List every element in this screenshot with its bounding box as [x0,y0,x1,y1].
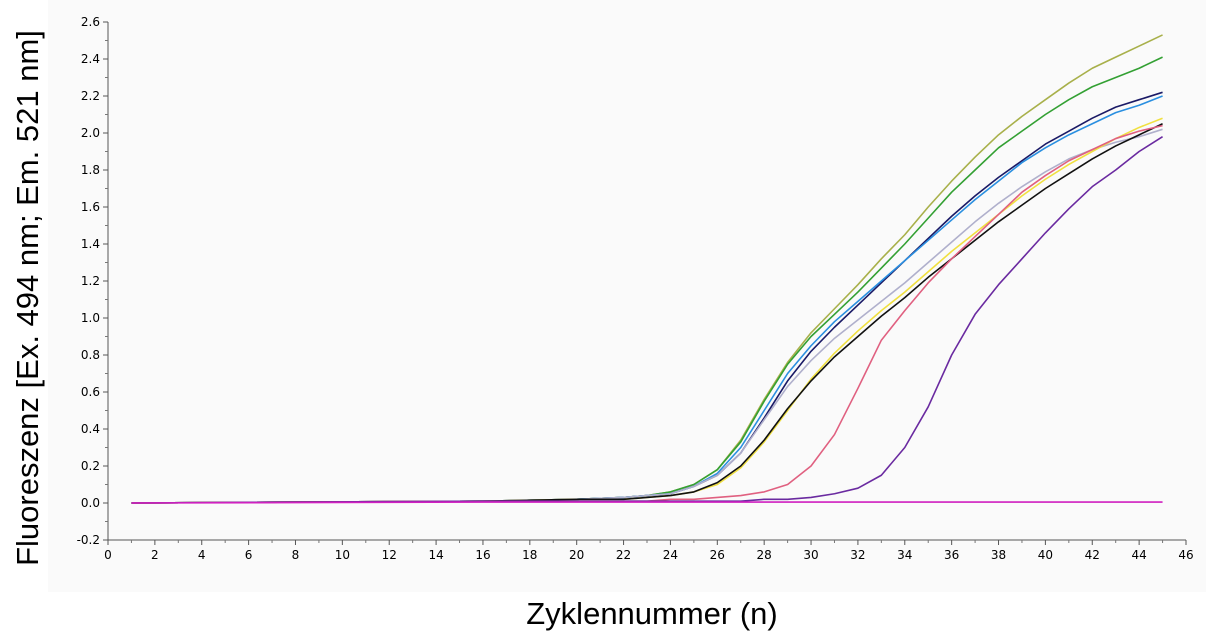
x-tick-label: 28 [757,548,772,562]
y-tick-label: 2.6 [81,15,100,29]
y-tick-label: 0.6 [81,385,100,399]
y-tick-label: 0.0 [81,496,100,510]
x-tick-label: 18 [522,548,537,562]
y-tick-label: 0.8 [81,348,100,362]
x-tick-label: 36 [944,548,959,562]
series-line-7 [131,123,1163,504]
x-tick-label: 44 [1131,548,1146,562]
y-tick-label: 1.6 [81,200,100,214]
x-tick-label: 8 [292,548,300,562]
x-tick-label: 20 [569,548,584,562]
y-tick-label: 1.8 [81,163,100,177]
y-axis-title: Fluoreszenz [Ex. 494 nm; Em. 521 nm] [10,30,45,566]
y-tick-label: 0.2 [81,459,100,473]
y-tick-label: 1.0 [81,311,100,325]
series-line-5 [131,128,1163,504]
x-axis-title: Zyklennummer (n) [526,596,778,631]
x-ticks: 0 2 4 6 8 10 12 14 16 18 20 22 24 26 28 30 32 34 36 38 40 42 4… [104,540,1194,562]
x-tick-label: 4 [198,548,206,562]
y-tick-label: 2.2 [81,89,100,103]
x-tick-label: 34 [897,548,912,562]
y-tick-label: 2.0 [81,126,100,140]
x-tick-label: 22 [616,548,631,562]
y-tick-label: 1.2 [81,274,100,288]
y-tick-label: 2.4 [81,52,100,66]
plot-background [48,0,1206,592]
x-tick-label: 40 [1038,548,1053,562]
series-line-10 [131,501,1163,504]
y-ticks: -0.2 0.0 0.2 0.4 0.6 0.8 1.0 1.2 1.4 1.6 1.8 2.0 2.2… [77,15,108,547]
x-tick-label: 32 [850,548,865,562]
x-tick-label: 0 [104,548,112,562]
x-tick-label: 2 [151,548,159,562]
x-tick-label: 12 [382,548,397,562]
x-tick-label: 14 [428,548,443,562]
x-tick-label: 30 [803,548,818,562]
y-tick-label: -0.2 [77,533,100,547]
x-tick-label: 16 [475,548,490,562]
x-tick-label: 42 [1085,548,1100,562]
series-line-9 [131,136,1163,504]
x-tick-label: 24 [663,548,678,562]
plot-area [48,0,1206,592]
x-tick-label: 46 [1178,548,1193,562]
x-tick-label: 26 [710,548,725,562]
x-tick-label: 38 [991,548,1006,562]
series-layer [131,34,1163,504]
x-tick-label: 10 [335,548,350,562]
y-tick-label: 1.4 [81,237,100,251]
y-tick-label: 0.4 [81,422,100,436]
x-tick-label: 6 [245,548,253,562]
